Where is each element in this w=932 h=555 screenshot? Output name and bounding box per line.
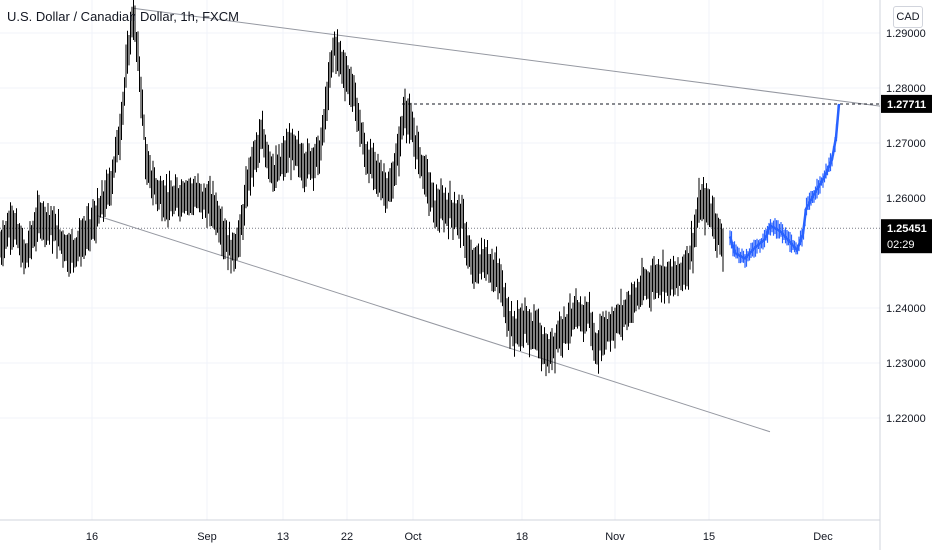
- y-tick-label: 1.29000: [886, 28, 926, 40]
- x-tick-label: 22: [341, 531, 353, 543]
- x-tick-label: Sep: [197, 531, 217, 543]
- trendline: [132, 7, 881, 107]
- y-tick-label: 1.22000: [886, 413, 926, 425]
- x-tick-label: 18: [516, 531, 528, 543]
- trendline: [96, 215, 771, 433]
- x-tick-label: 16: [86, 531, 98, 543]
- x-tick-label: 15: [703, 531, 715, 543]
- y-tick-label: 1.24000: [886, 303, 926, 315]
- price-label-box: [881, 219, 932, 254]
- chart-title: U.S. Dollar / Canadian Dollar, 1h, FXCM: [7, 9, 239, 24]
- price-label-text: 1.27711: [887, 99, 926, 111]
- y-tick-label: 1.28000: [886, 83, 926, 95]
- x-tick-label: Dec: [813, 531, 833, 543]
- currency-selector[interactable]: CAD: [893, 6, 923, 28]
- y-tick-label: 1.26000: [886, 193, 926, 205]
- x-tick-label: Nov: [605, 531, 625, 543]
- x-tick-label: 13: [277, 531, 289, 543]
- price-label-box: [881, 94, 932, 113]
- x-tick-label: Oct: [404, 531, 421, 543]
- countdown-text: 02:29: [887, 239, 915, 251]
- price-label-text: 1.25451: [887, 223, 927, 235]
- y-tick-label: 1.23000: [886, 358, 926, 370]
- y-tick-label: 1.27000: [886, 138, 926, 150]
